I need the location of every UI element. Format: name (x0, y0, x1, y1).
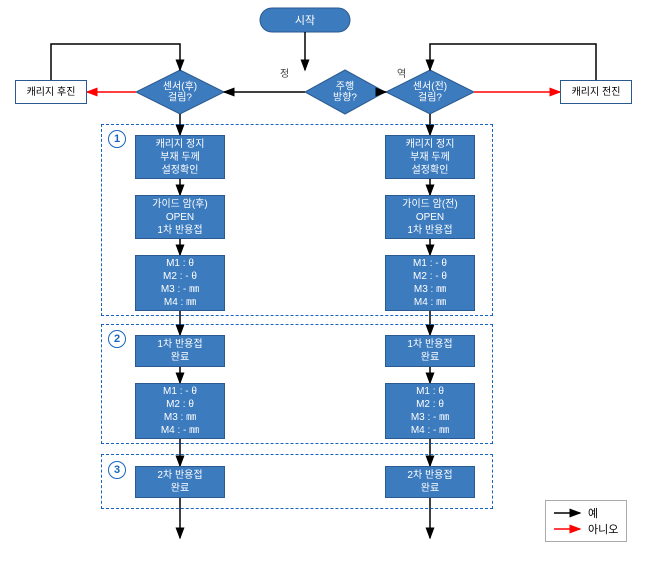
left-n5: M1 : - θM2 : θM3 : ㎜M4 : - ㎜ (135, 383, 225, 439)
direction-forward-label: 정 (280, 65, 289, 80)
right-n1: 캐리지 정지부재 두께설정확인 (385, 135, 475, 179)
right-n6: 2차 반용접완료 (385, 466, 475, 498)
left-n2: 가이드 암(후)OPEN1차 반용접 (135, 195, 225, 239)
step-2-badge: 2 (108, 330, 126, 348)
right-n3: M1 : - θM2 : - θM3 : ㎜M4 : ㎜ (385, 255, 475, 311)
right-n2: 가이드 암(전)OPEN1차 반용접 (385, 195, 475, 239)
direction-reverse-label: 역 (397, 65, 406, 80)
left-n4: 1차 반용접완료 (135, 335, 225, 367)
svg-text:걸림?: 걸림? (168, 91, 192, 104)
step-3-badge: 3 (108, 461, 126, 479)
svg-text:걸림?: 걸림? (418, 91, 442, 104)
left-n3: M1 : θM2 : - θM3 : - ㎜M4 : ㎜ (135, 255, 225, 311)
svg-text:방향?: 방향? (333, 92, 357, 104)
right-n5: M1 : θM2 : θM3 : - ㎜M4 : - ㎜ (385, 383, 475, 439)
legend-yes-label: 예 (588, 505, 598, 521)
carriage-reverse-box: 캐리지 후진 (15, 80, 87, 104)
svg-text:센서(후): 센서(후) (163, 81, 197, 93)
svg-text:시작: 시작 (295, 14, 315, 27)
step-1-badge: 1 (108, 130, 126, 148)
svg-text:센서(전): 센서(전) (413, 81, 447, 93)
right-n4: 1차 반용접완료 (385, 335, 475, 367)
carriage-forward-box: 캐리지 전진 (560, 80, 632, 104)
legend-no-label: 아니오 (588, 521, 618, 537)
left-n1: 캐리지 정지부재 두께설정확인 (135, 135, 225, 179)
left-n6: 2차 반용접완료 (135, 466, 225, 498)
legend-box: 예 아니오 (545, 500, 627, 542)
svg-text:주행: 주행 (336, 81, 354, 93)
